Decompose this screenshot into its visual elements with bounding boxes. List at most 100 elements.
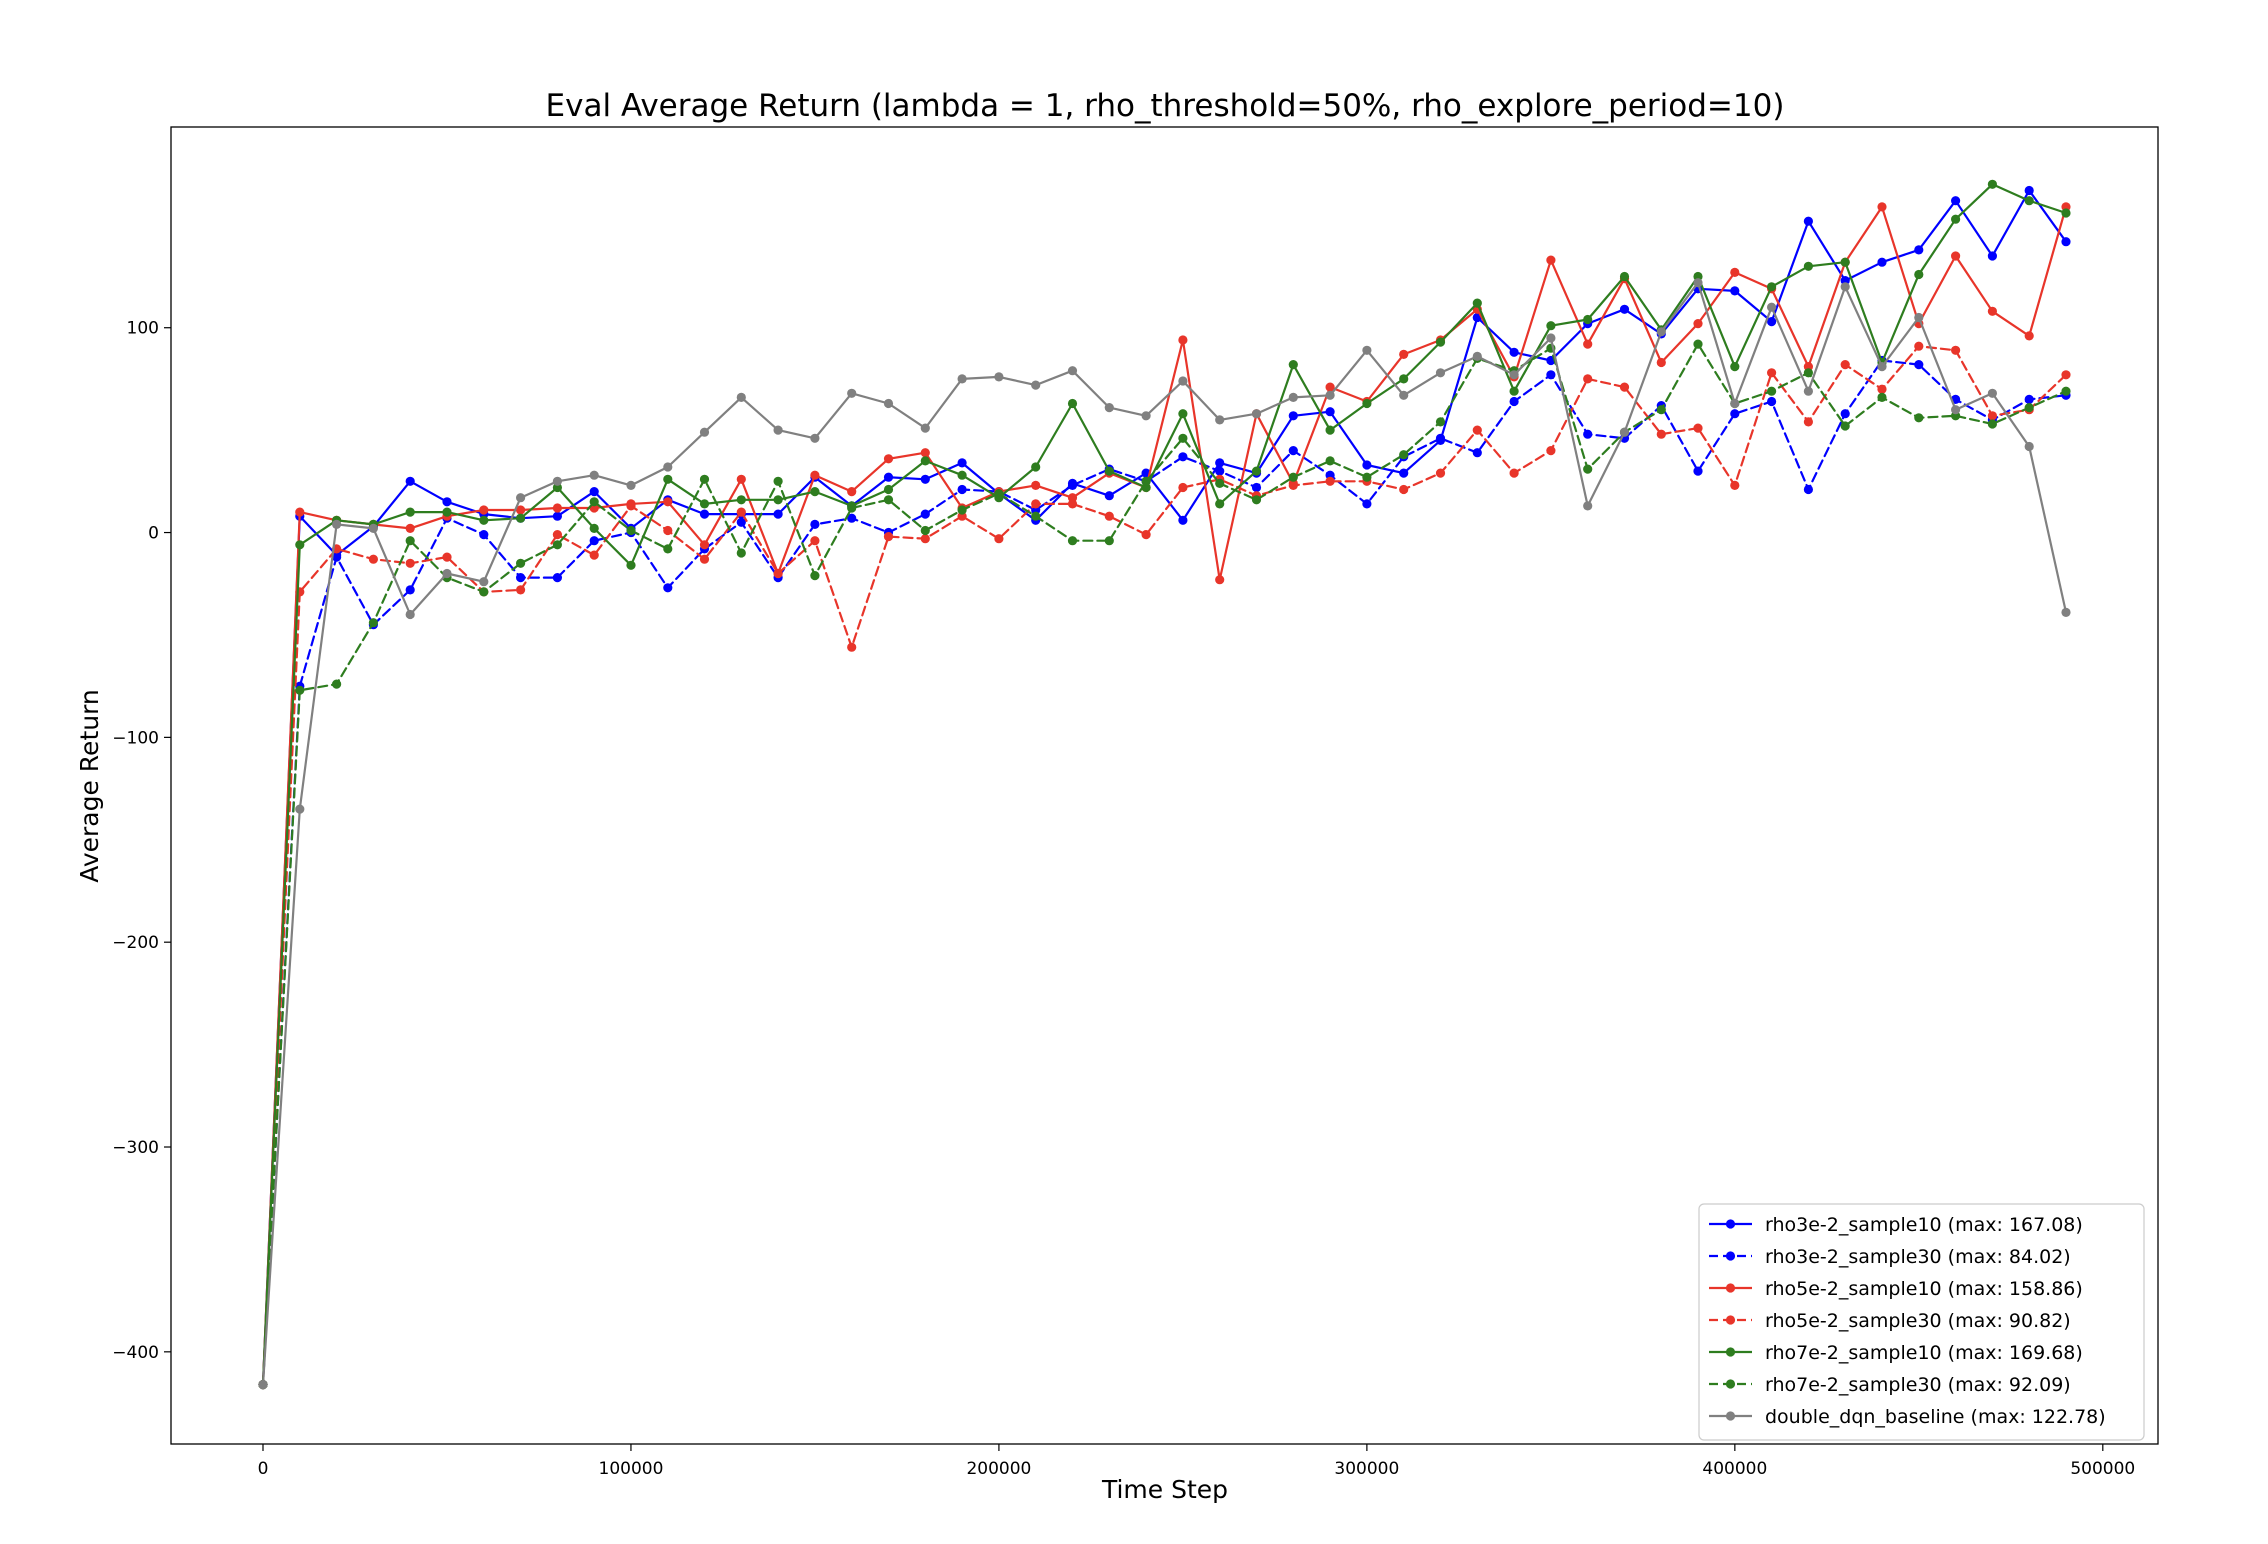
data-point bbox=[1951, 405, 1961, 415]
data-point bbox=[1914, 245, 1924, 255]
data-point bbox=[1067, 536, 1078, 546]
data-point bbox=[663, 583, 673, 593]
data-point bbox=[1803, 417, 1813, 427]
data-point bbox=[1215, 575, 1225, 585]
y-tick-label: −200 bbox=[112, 933, 159, 953]
data-point bbox=[1362, 460, 1372, 470]
data-point bbox=[1840, 360, 1850, 370]
data-point bbox=[920, 509, 930, 519]
data-point bbox=[1730, 286, 1740, 296]
data-point bbox=[1031, 499, 1041, 509]
data-point bbox=[1546, 321, 1556, 331]
data-point bbox=[1656, 327, 1666, 337]
data-point bbox=[1325, 382, 1335, 392]
data-point bbox=[736, 548, 746, 558]
data-point bbox=[1288, 446, 1298, 456]
data-point bbox=[1840, 257, 1850, 267]
data-point bbox=[368, 523, 378, 534]
data-point bbox=[1803, 216, 1813, 226]
data-point bbox=[1325, 407, 1335, 417]
data-point bbox=[1067, 499, 1078, 509]
legend-label: rho5e-2_sample10 (max: 158.86) bbox=[1765, 1278, 2083, 1300]
data-point bbox=[405, 585, 415, 595]
data-point bbox=[1730, 362, 1740, 372]
legend-swatch-marker bbox=[1725, 1219, 1736, 1229]
x-axis-title: Time Step bbox=[1101, 1475, 1228, 1504]
data-point bbox=[773, 425, 783, 435]
data-point bbox=[1251, 466, 1262, 476]
data-point bbox=[1435, 433, 1446, 443]
data-point bbox=[1141, 411, 1151, 421]
x-tick-label: 300000 bbox=[1334, 1459, 1399, 1479]
data-point bbox=[1656, 405, 1666, 415]
data-point bbox=[1399, 374, 1409, 384]
data-point bbox=[1656, 357, 1666, 368]
data-point bbox=[1693, 339, 1703, 349]
x-tick-label: 400000 bbox=[1702, 1459, 1767, 1479]
data-point bbox=[516, 493, 526, 503]
data-point bbox=[2061, 237, 2071, 247]
data-point bbox=[368, 554, 378, 564]
legend-swatch-marker bbox=[1725, 1347, 1736, 1357]
data-point bbox=[1914, 312, 1924, 323]
data-point bbox=[516, 513, 526, 523]
data-point bbox=[773, 568, 783, 579]
data-point bbox=[295, 507, 305, 517]
data-point bbox=[1509, 370, 1519, 380]
data-point bbox=[883, 472, 894, 482]
x-tick-label: 0 bbox=[258, 1459, 269, 1479]
data-point bbox=[920, 456, 930, 466]
data-point bbox=[1803, 484, 1813, 495]
y-tick-label: 100 bbox=[127, 319, 159, 339]
legend: rho3e-2_sample10 (max: 167.08) rho3e-2_sa… bbox=[1698, 1203, 2145, 1441]
data-point bbox=[1840, 282, 1850, 292]
data-point bbox=[1914, 413, 1924, 423]
data-point bbox=[442, 497, 452, 507]
data-point bbox=[957, 374, 967, 384]
data-point bbox=[1399, 349, 1409, 359]
data-point bbox=[1914, 269, 1924, 280]
data-point bbox=[1472, 351, 1482, 361]
data-point bbox=[699, 554, 710, 564]
data-point bbox=[1178, 433, 1188, 443]
data-point bbox=[1251, 482, 1262, 493]
series-double_dqn_baseline bbox=[258, 278, 2071, 1390]
data-point bbox=[1583, 314, 1593, 325]
data-point bbox=[1509, 468, 1519, 478]
data-point bbox=[957, 505, 967, 515]
chart-title: Eval Average Return (lambda = 1, rho_thr… bbox=[546, 88, 1785, 124]
data-point bbox=[920, 423, 930, 433]
data-point bbox=[1067, 366, 1078, 376]
data-point bbox=[1141, 476, 1151, 486]
data-point bbox=[1767, 282, 1777, 292]
data-point bbox=[699, 499, 710, 509]
data-point bbox=[442, 552, 452, 562]
y-tick-label: −100 bbox=[112, 728, 159, 748]
data-point bbox=[994, 372, 1004, 382]
data-point bbox=[552, 540, 563, 550]
y-axis-ticks: 100 0 −100 −200 −300 −400 bbox=[112, 319, 171, 1363]
data-point bbox=[1914, 341, 1924, 351]
data-point bbox=[1803, 261, 1813, 271]
data-point bbox=[1288, 472, 1298, 482]
data-point bbox=[1178, 409, 1188, 419]
data-point bbox=[1104, 536, 1114, 546]
data-point bbox=[810, 536, 820, 546]
data-point bbox=[957, 458, 967, 468]
x-tick-label: 500000 bbox=[2070, 1459, 2135, 1479]
data-point bbox=[699, 540, 710, 550]
data-point bbox=[1840, 421, 1850, 431]
data-point bbox=[295, 540, 305, 550]
data-point bbox=[442, 568, 452, 579]
data-point bbox=[883, 454, 894, 464]
data-point bbox=[1031, 462, 1041, 472]
data-point bbox=[368, 618, 378, 628]
data-point bbox=[479, 530, 489, 540]
data-point bbox=[810, 470, 820, 480]
data-point bbox=[589, 523, 599, 534]
data-point bbox=[2061, 208, 2071, 218]
data-point bbox=[1619, 271, 1630, 282]
data-point bbox=[1251, 495, 1262, 505]
data-point bbox=[1362, 499, 1372, 509]
data-point bbox=[1399, 484, 1409, 495]
